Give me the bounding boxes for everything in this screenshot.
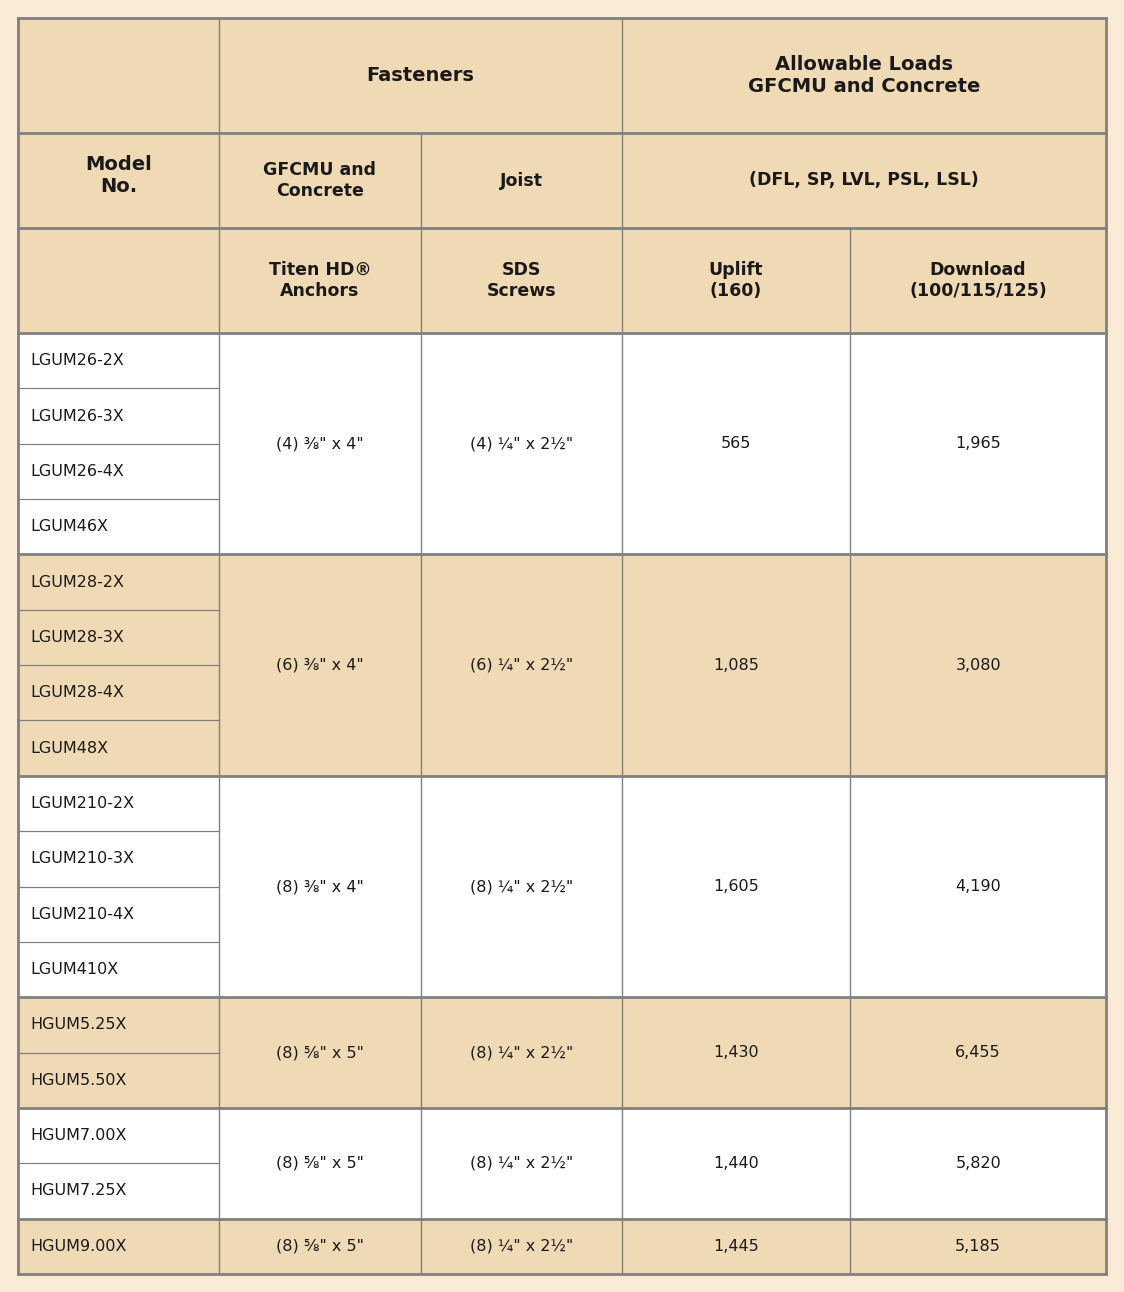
Text: Fasteners: Fasteners bbox=[366, 66, 474, 85]
Text: 1,445: 1,445 bbox=[714, 1239, 759, 1253]
Bar bbox=[18, 18, 219, 133]
Text: (8) ⅝" x 5": (8) ⅝" x 5" bbox=[277, 1156, 364, 1171]
Text: (DFL, SP, LVL, PSL, LSL): (DFL, SP, LVL, PSL, LSL) bbox=[749, 172, 979, 190]
Bar bbox=[622, 775, 1106, 997]
Text: LGUM46X: LGUM46X bbox=[30, 519, 108, 534]
Bar bbox=[219, 333, 622, 554]
Text: LGUM210-2X: LGUM210-2X bbox=[30, 796, 134, 811]
Text: 5,820: 5,820 bbox=[955, 1156, 1001, 1171]
Bar bbox=[18, 333, 219, 554]
Bar bbox=[18, 554, 219, 775]
Text: LGUM28-2X: LGUM28-2X bbox=[30, 575, 124, 589]
Text: Joist: Joist bbox=[500, 172, 543, 190]
Text: (8) ⅝" x 5": (8) ⅝" x 5" bbox=[277, 1045, 364, 1061]
Bar bbox=[622, 133, 1106, 227]
Text: LGUM210-4X: LGUM210-4X bbox=[30, 907, 134, 921]
Bar bbox=[219, 1109, 622, 1218]
Bar bbox=[622, 18, 1106, 133]
Text: (8) ¼" x 2½": (8) ¼" x 2½" bbox=[470, 879, 573, 894]
Text: (8) ¼" x 2½": (8) ¼" x 2½" bbox=[470, 1045, 573, 1061]
Bar bbox=[420, 227, 622, 333]
Bar bbox=[219, 227, 420, 333]
Text: (8) ⅜" x 4": (8) ⅜" x 4" bbox=[277, 879, 364, 894]
Text: 565: 565 bbox=[720, 437, 751, 451]
Text: (8) ¼" x 2½": (8) ¼" x 2½" bbox=[470, 1156, 573, 1171]
Bar bbox=[18, 1109, 219, 1218]
Bar bbox=[622, 1109, 1106, 1218]
Bar bbox=[18, 997, 219, 1109]
Text: HGUM5.50X: HGUM5.50X bbox=[30, 1072, 127, 1088]
Text: 6,455: 6,455 bbox=[955, 1045, 1001, 1061]
Text: 1,605: 1,605 bbox=[714, 879, 759, 894]
Bar bbox=[851, 227, 1106, 333]
Text: (6) ⅜" x 4": (6) ⅜" x 4" bbox=[277, 658, 364, 673]
Text: HGUM5.25X: HGUM5.25X bbox=[30, 1017, 127, 1032]
Bar bbox=[18, 227, 219, 333]
Bar bbox=[622, 554, 1106, 775]
Text: SDS
Screws: SDS Screws bbox=[487, 261, 556, 300]
Text: 3,080: 3,080 bbox=[955, 658, 1001, 673]
Bar bbox=[622, 1218, 1106, 1274]
Text: (6) ¼" x 2½": (6) ¼" x 2½" bbox=[470, 658, 573, 673]
Bar bbox=[18, 1218, 219, 1274]
Text: 1,430: 1,430 bbox=[714, 1045, 759, 1061]
Text: 1,965: 1,965 bbox=[955, 437, 1001, 451]
Bar bbox=[219, 554, 622, 775]
Text: Download
(100/115/125): Download (100/115/125) bbox=[909, 261, 1048, 300]
Text: HGUM7.25X: HGUM7.25X bbox=[30, 1183, 127, 1199]
Text: (8) ¼" x 2½": (8) ¼" x 2½" bbox=[470, 1239, 573, 1253]
Text: LGUM26-4X: LGUM26-4X bbox=[30, 464, 124, 479]
Text: Uplift
(160): Uplift (160) bbox=[709, 261, 763, 300]
Text: Allowable Loads
GFCMU and Concrete: Allowable Loads GFCMU and Concrete bbox=[747, 56, 980, 96]
Bar bbox=[18, 775, 219, 997]
Bar bbox=[219, 1218, 622, 1274]
Text: 5,185: 5,185 bbox=[955, 1239, 1001, 1253]
Text: Model
No.: Model No. bbox=[85, 155, 152, 196]
Bar bbox=[219, 18, 622, 133]
Text: (8) ⅝" x 5": (8) ⅝" x 5" bbox=[277, 1239, 364, 1253]
Text: 4,190: 4,190 bbox=[955, 879, 1001, 894]
Bar bbox=[622, 333, 1106, 554]
Text: LGUM26-3X: LGUM26-3X bbox=[30, 408, 124, 424]
Text: Titen HD®
Anchors: Titen HD® Anchors bbox=[269, 261, 371, 300]
Bar bbox=[622, 227, 851, 333]
Text: LGUM48X: LGUM48X bbox=[30, 740, 108, 756]
Text: LGUM210-3X: LGUM210-3X bbox=[30, 851, 134, 867]
Text: LGUM28-4X: LGUM28-4X bbox=[30, 685, 124, 700]
Bar bbox=[18, 133, 219, 227]
Text: LGUM26-2X: LGUM26-2X bbox=[30, 353, 124, 368]
Text: LGUM28-3X: LGUM28-3X bbox=[30, 630, 124, 645]
Bar bbox=[219, 775, 622, 997]
Bar bbox=[420, 133, 622, 227]
Text: 1,440: 1,440 bbox=[714, 1156, 759, 1171]
Text: LGUM410X: LGUM410X bbox=[30, 963, 118, 977]
Bar bbox=[219, 133, 420, 227]
Text: HGUM7.00X: HGUM7.00X bbox=[30, 1128, 127, 1143]
Text: HGUM9.00X: HGUM9.00X bbox=[30, 1239, 127, 1253]
Text: (4) ⅜" x 4": (4) ⅜" x 4" bbox=[277, 437, 364, 451]
Bar bbox=[219, 997, 622, 1109]
Bar bbox=[622, 997, 1106, 1109]
Text: 1,085: 1,085 bbox=[713, 658, 759, 673]
Text: (4) ¼" x 2½": (4) ¼" x 2½" bbox=[470, 437, 573, 451]
Text: GFCMU and
Concrete: GFCMU and Concrete bbox=[263, 162, 377, 200]
